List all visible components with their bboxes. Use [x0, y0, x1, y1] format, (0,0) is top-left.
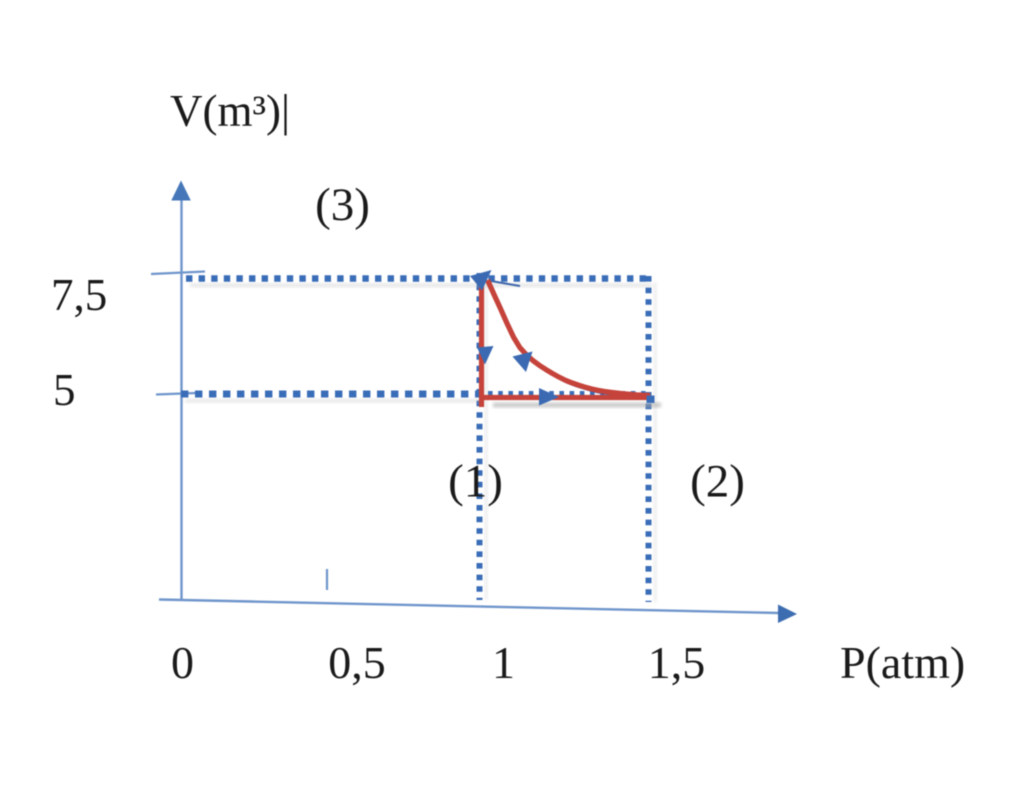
svg-text:(2): (2)	[690, 456, 745, 508]
svg-text:P(atm): P(atm)	[840, 637, 965, 688]
svg-text:(3): (3)	[315, 179, 370, 231]
svg-text:0,5: 0,5	[328, 637, 386, 688]
svg-text:V(m³)|: V(m³)|	[170, 86, 290, 136]
svg-text:0: 0	[171, 637, 194, 688]
svg-text:7,5: 7,5	[51, 270, 107, 320]
svg-text:5: 5	[53, 365, 76, 415]
svg-text:1: 1	[492, 637, 515, 688]
svg-text:(1): (1)	[448, 456, 503, 508]
svg-text:1,5: 1,5	[648, 637, 706, 688]
